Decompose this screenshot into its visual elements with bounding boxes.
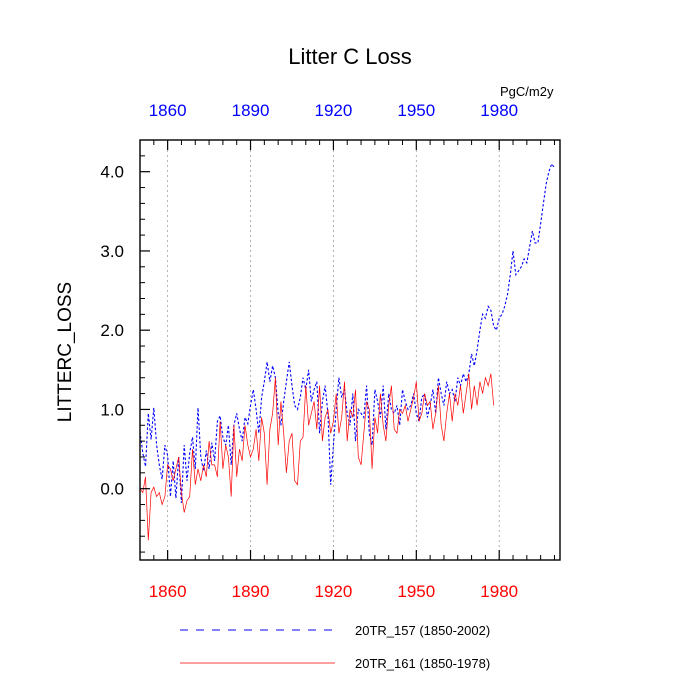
x-tick-label-top: 1980: [480, 101, 518, 120]
y-tick-label: 3.0: [100, 242, 124, 261]
x-tick-label-bottom: 1950: [397, 582, 435, 601]
x-tick-label-bottom: 1890: [232, 582, 270, 601]
x-tick-label-bottom: 1980: [480, 582, 518, 601]
chart-title: Litter C Loss: [288, 44, 412, 69]
series-line-2: [139, 373, 495, 541]
units-label: PgC/m2y: [500, 84, 554, 99]
y-tick-label: 2.0: [100, 321, 124, 340]
y-axis-label: LITTERC_LOSS: [55, 281, 76, 423]
y-tick-label: 0.0: [100, 480, 124, 499]
plot-frame: [139, 139, 561, 561]
legend-lines: [180, 629, 335, 664]
y-tick-label: 1.0: [100, 400, 124, 419]
x-tick-label-top: 1890: [232, 101, 270, 120]
x-tick-label-top: 1950: [397, 101, 435, 120]
series-line-1: [139, 162, 555, 503]
x-tick-label-top: 1860: [149, 101, 187, 120]
series-lines: [139, 162, 555, 541]
x-tick-label-bottom: 1860: [149, 582, 187, 601]
y-tick-label: 4.0: [100, 163, 124, 182]
axes: 1860 1860 1890 1890 1920 1920 1950 1950 1980 1980…: [100, 101, 561, 601]
x-tick-label-bottom: 1920: [315, 582, 353, 601]
legend-label-series-2: 20TR_161 (1850-1978): [355, 656, 491, 671]
legend-label-series-1: 20TR_157 (1850-2002): [355, 623, 491, 638]
vertical-grid: [167, 140, 500, 560]
x-tick-label-top: 1920: [315, 101, 353, 120]
